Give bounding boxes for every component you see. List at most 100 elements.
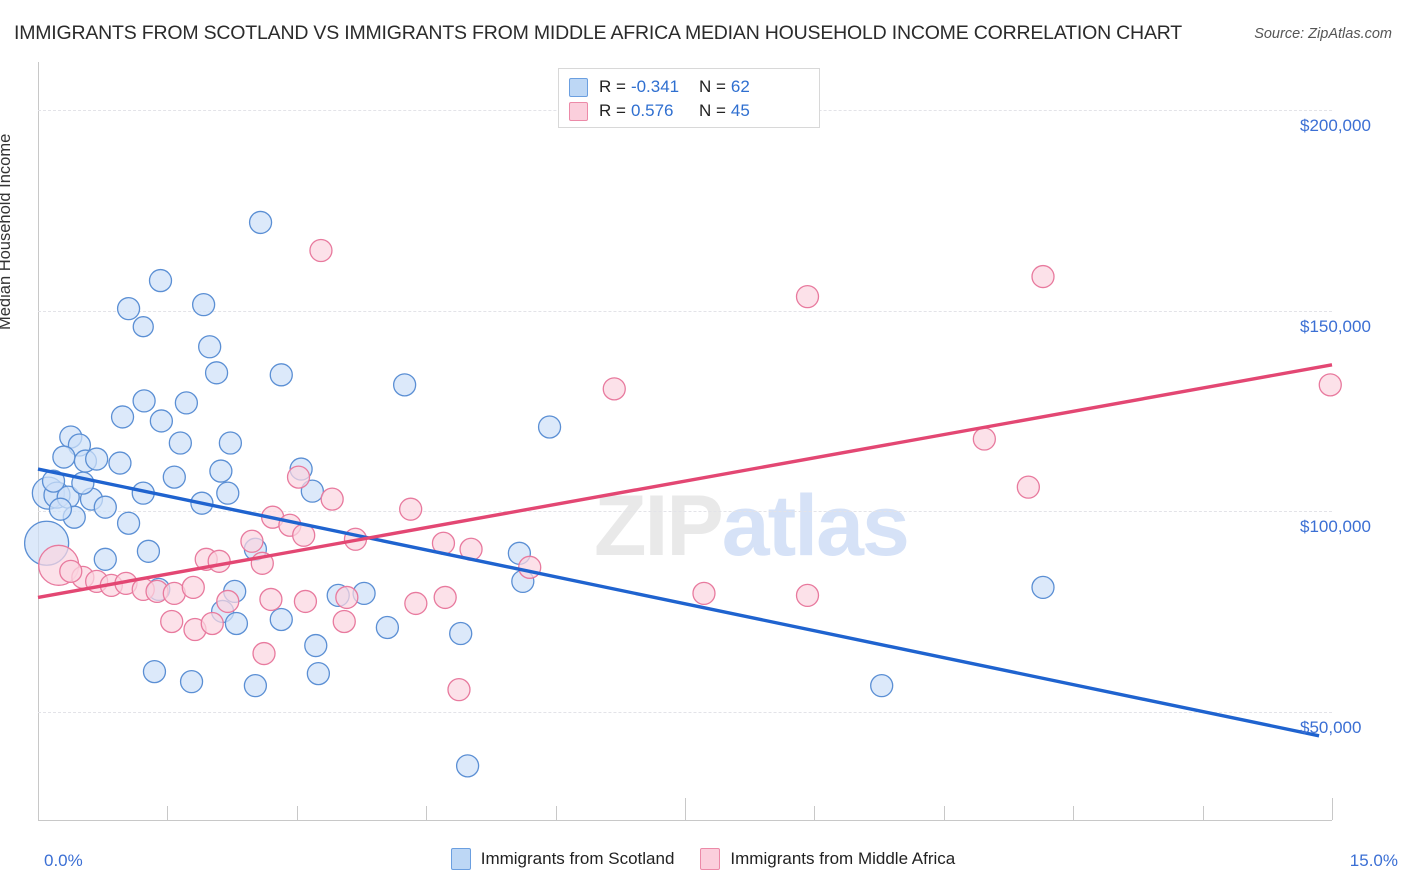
data-point[interactable] [132, 316, 154, 338]
plot-area: ZIPatlas [23, 62, 1342, 820]
x-axis-min-label: 0.0% [44, 851, 83, 870]
data-point[interactable] [110, 405, 135, 429]
data-point[interactable] [1031, 264, 1055, 289]
data-point[interactable] [216, 481, 240, 505]
x-axis-max-label: 15.0% [1349, 851, 1398, 870]
data-point[interactable] [259, 587, 283, 612]
data-point[interactable] [447, 678, 471, 702]
data-point[interactable] [116, 511, 141, 535]
data-point[interactable] [198, 335, 222, 359]
data-point[interactable] [692, 581, 716, 606]
r-value-middle-africa: 0.576 [630, 101, 674, 120]
data-point[interactable] [972, 427, 996, 451]
data-point[interactable] [93, 495, 117, 519]
data-point[interactable] [1016, 475, 1040, 499]
stats-legend-row-middle-africa: R = 0.576 N = 45 [569, 99, 809, 123]
n-label-middle-africa: N = [698, 101, 726, 120]
data-point[interactable] [200, 611, 224, 636]
data-point[interactable] [162, 465, 186, 489]
data-point[interactable] [335, 585, 359, 610]
data-point[interactable] [269, 363, 293, 387]
n-value-middle-africa: 45 [730, 101, 750, 120]
n-value-scotland: 62 [730, 77, 750, 96]
data-point[interactable] [300, 479, 324, 503]
y-tick-label: $150,000 [1300, 316, 1371, 336]
data-point[interactable] [59, 559, 83, 583]
x-tick-mark [1332, 798, 1333, 820]
data-point[interactable] [392, 373, 417, 397]
page-title: IMMIGRANTS FROM SCOTLAND VS IMMIGRANTS F… [14, 22, 1182, 44]
data-point[interactable] [602, 377, 626, 401]
r-label-scotland: R = [599, 77, 626, 96]
data-point[interactable] [85, 447, 109, 471]
data-point[interactable] [48, 497, 73, 521]
trendline-immigrants-from-scotland [37, 467, 1320, 738]
data-point[interactable] [248, 210, 273, 235]
y-tick-label: $100,000 [1300, 517, 1371, 537]
data-point[interactable] [52, 445, 76, 469]
x-tick-mark [1073, 806, 1075, 820]
data-point[interactable] [191, 292, 216, 317]
data-point[interactable] [304, 633, 328, 658]
data-point[interactable] [207, 549, 231, 573]
data-point[interactable] [216, 589, 240, 614]
data-point[interactable] [404, 591, 428, 616]
data-point[interactable] [795, 583, 820, 608]
data-point[interactable] [320, 487, 344, 511]
data-point[interactable] [243, 673, 268, 698]
data-point[interactable] [148, 268, 173, 293]
y-axis-title: Median Household Income [0, 133, 14, 330]
legend-item-scotland[interactable]: Immigrants from Scotland [450, 848, 674, 870]
data-point[interactable] [174, 391, 199, 415]
data-point[interactable] [108, 451, 132, 475]
data-point[interactable] [870, 673, 894, 698]
data-point[interactable] [136, 539, 161, 563]
x-tick-mark [1202, 806, 1204, 820]
data-point[interactable] [1031, 575, 1055, 600]
data-point[interactable] [240, 529, 264, 553]
data-point[interactable] [149, 409, 174, 433]
data-point[interactable] [204, 361, 229, 385]
data-point[interactable] [518, 555, 542, 579]
gridline [38, 511, 1332, 513]
data-point[interactable] [179, 669, 204, 694]
legend-item-middle-africa[interactable]: Immigrants from Middle Africa [700, 848, 955, 870]
data-point[interactable] [309, 238, 333, 263]
data-point[interactable] [269, 607, 293, 632]
data-point[interactable] [433, 585, 457, 610]
data-point[interactable] [209, 459, 233, 483]
data-point[interactable] [375, 615, 400, 640]
data-point[interactable] [537, 415, 562, 439]
n-label-scotland: N = [698, 77, 726, 96]
data-point[interactable] [1318, 373, 1342, 397]
data-point[interactable] [399, 497, 423, 521]
data-point[interactable] [142, 659, 167, 684]
data-point[interactable] [41, 469, 66, 493]
data-point[interactable] [332, 609, 356, 634]
gridline [38, 310, 1332, 312]
legend-color-middle-africa [700, 848, 721, 870]
data-point[interactable] [455, 754, 480, 778]
y-axis-line [38, 62, 39, 820]
data-point[interactable] [218, 431, 243, 455]
data-point[interactable] [181, 575, 205, 600]
data-point[interactable] [795, 284, 820, 309]
data-point[interactable] [224, 611, 249, 636]
r-value-scotland: -0.341 [630, 77, 680, 96]
x-tick-mark [685, 798, 686, 820]
data-point[interactable] [449, 621, 473, 646]
data-point[interactable] [252, 641, 276, 666]
series-immigrants-from-middle-africa [38, 238, 1342, 702]
x-tick-mark [167, 806, 169, 820]
trendline-immigrants-from-middle-africa [37, 363, 1333, 600]
data-point[interactable] [132, 389, 156, 413]
data-point[interactable] [286, 465, 311, 489]
data-point[interactable] [116, 297, 141, 321]
data-point[interactable] [306, 661, 331, 686]
data-point[interactable] [293, 589, 318, 614]
data-point[interactable] [168, 431, 192, 455]
data-point[interactable] [160, 609, 184, 634]
source-attribution: Source: ZipAtlas.com [1254, 26, 1392, 42]
data-point[interactable] [93, 547, 117, 571]
